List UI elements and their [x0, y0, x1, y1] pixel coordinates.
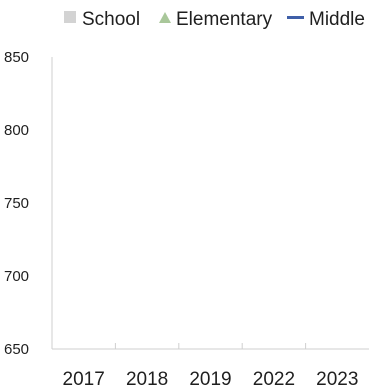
y-tick-label: 850 — [4, 49, 29, 66]
y-tick-label: 800 — [4, 122, 29, 139]
legend: School Elementary Middle — [64, 9, 365, 30]
y-ticks: 650 700 750 800 850 — [4, 49, 29, 358]
legend-label-middle: Middle — [309, 9, 365, 30]
legend-marker-middle — [287, 16, 304, 19]
legend-item-elementary: Elementary — [159, 9, 273, 30]
legend-marker-school — [64, 11, 76, 23]
legend-marker-elementary — [159, 12, 171, 23]
legend-item-school: School — [64, 9, 140, 30]
y-tick-label: 750 — [4, 195, 29, 212]
legend-label-school: School — [82, 9, 140, 30]
y-tick-label: 700 — [4, 268, 29, 285]
x-tick-label: 2019 — [189, 369, 231, 389]
y-tick-label: 650 — [4, 341, 29, 358]
x-ticks: 2017 2018 2019 2022 2023 — [63, 343, 358, 389]
x-tick-label: 2023 — [316, 369, 358, 389]
legend-label-elementary: Elementary — [176, 9, 273, 30]
legend-item-middle: Middle — [287, 9, 365, 30]
x-tick-label: 2022 — [253, 369, 295, 389]
x-tick-label: 2018 — [126, 369, 168, 389]
x-tick-label: 2017 — [63, 369, 105, 389]
